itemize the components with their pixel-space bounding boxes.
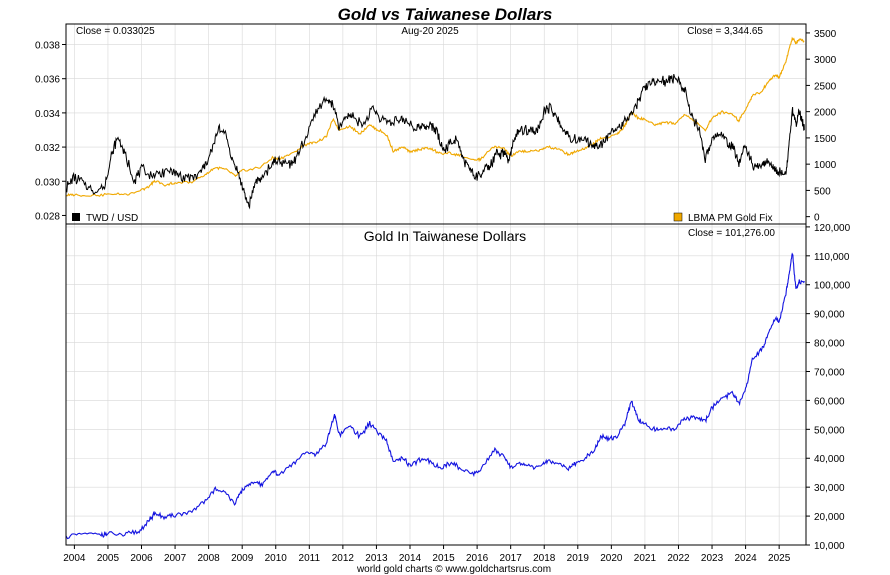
x-axis-tick-label: 2023	[701, 553, 724, 564]
gold-fix-line	[65, 36, 805, 197]
bottom-axis-tick-label: 20,000	[814, 512, 845, 523]
legend-twd-label: TWD / USD	[86, 213, 138, 224]
gold-in-twd-line	[65, 252, 805, 540]
x-axis-tick-label: 2016	[466, 553, 489, 564]
bottom-axis-tick-label: 50,000	[814, 425, 845, 436]
top-close-right: Close = 3,344.65	[687, 26, 763, 37]
x-axis-tick-label: 2005	[97, 553, 120, 564]
x-axis-tick-label: 2014	[399, 553, 422, 564]
bottom-axis-tick-label: 30,000	[814, 483, 845, 494]
x-axis-tick-label: 2022	[667, 553, 690, 564]
top-panel-series	[65, 36, 805, 210]
footer-credit: world gold charts © www.goldchartsrus.co…	[356, 564, 551, 575]
bottom-close: Close = 101,276.00	[688, 228, 775, 239]
top-close-left: Close = 0.033025	[76, 26, 155, 37]
x-axis-tick-label: 2018	[533, 553, 556, 564]
right-axis-tick-label: 2500	[814, 81, 837, 92]
top-left-axis: 0.028 0.030 0.032 0.034 0.036 0.038	[35, 41, 66, 222]
bottom-axis-tick-label: 60,000	[814, 396, 845, 407]
x-axis-tick-label: 2010	[265, 553, 288, 564]
twd-usd-line	[65, 73, 805, 210]
x-axis-tick-label: 2025	[768, 553, 791, 564]
left-axis-tick-label: 0.032	[35, 143, 60, 154]
x-axis: 2004 2005 2006 2007 2008 2009 2010 2011 2012 2013…	[63, 545, 791, 564]
x-axis-tick-label: 2019	[567, 553, 590, 564]
x-axis-tick-label: 2007	[164, 553, 187, 564]
bottom-axis-tick-label: 100,000	[814, 281, 851, 292]
bottom-panel-frame	[65, 223, 807, 546]
x-axis-tick-label: 2021	[634, 553, 657, 564]
x-axis-tick-label: 2013	[365, 553, 388, 564]
x-axis-tick-label: 2008	[198, 553, 221, 564]
chart-title: Gold vs Taiwanese Dollars	[338, 5, 553, 24]
left-axis-tick-label: 0.034	[35, 109, 60, 120]
x-axis-tick-label: 2020	[600, 553, 623, 564]
top-right-axis: 0 500 1000 1500 2000 2500 3000 3500	[806, 29, 837, 224]
bottom-panel: 10,000 20,000 30,000 40,000 50,000 60,000 70,0…	[65, 223, 851, 552]
legend-twd-swatch	[72, 213, 80, 221]
bottom-panel-series	[65, 252, 805, 540]
top-date: Aug-20 2025	[401, 26, 459, 37]
bottom-panel-title: Gold In Taiwanese Dollars	[364, 228, 526, 244]
right-axis-tick-label: 3500	[814, 29, 837, 40]
x-axis-tick-label: 2009	[231, 553, 254, 564]
bottom-axis-tick-label: 70,000	[814, 367, 845, 378]
bottom-axis-tick-label: 10,000	[814, 541, 845, 552]
x-axis-tick-label: 2024	[734, 553, 757, 564]
x-axis-tick-label: 2015	[432, 553, 455, 564]
bottom-axis-tick-label: 80,000	[814, 339, 845, 350]
x-axis-tick-label: 2012	[332, 553, 355, 564]
left-axis-tick-label: 0.030	[35, 177, 60, 188]
bottom-axis-tick-label: 90,000	[814, 310, 845, 321]
right-axis-tick-label: 2000	[814, 108, 837, 119]
left-axis-tick-label: 0.036	[35, 75, 60, 86]
bottom-axis-tick-label: 110,000	[814, 252, 850, 263]
bottom-axis-tick-label: 40,000	[814, 454, 845, 465]
legend-gold-swatch	[673, 212, 683, 222]
x-axis-tick-label: 2006	[130, 553, 153, 564]
left-axis-tick-label: 0.028	[35, 211, 60, 222]
left-axis-tick-label: 0.038	[35, 41, 60, 52]
bottom-axis-tick-label: 120,000	[814, 223, 851, 234]
bottom-panel-grid	[66, 224, 806, 545]
right-axis-tick-label: 3000	[814, 55, 837, 66]
top-panel: 0.028 0.030 0.032 0.034 0.036 0.038 0 500 1000 1…	[35, 23, 837, 225]
right-axis-tick-label: 1000	[814, 160, 837, 171]
right-axis-tick-label: 500	[814, 186, 831, 197]
x-axis-tick-label: 2004	[63, 553, 86, 564]
bottom-right-axis: 10,000 20,000 30,000 40,000 50,000 60,000 70,0…	[806, 223, 851, 552]
x-axis-tick-label: 2017	[500, 553, 523, 564]
x-axis-tick-label: 2011	[299, 553, 321, 564]
right-axis-tick-label: 0	[814, 213, 820, 224]
right-axis-tick-label: 1500	[814, 134, 837, 145]
top-panel-grid	[66, 24, 806, 224]
legend-gold-label: LBMA PM Gold Fix	[688, 213, 772, 224]
